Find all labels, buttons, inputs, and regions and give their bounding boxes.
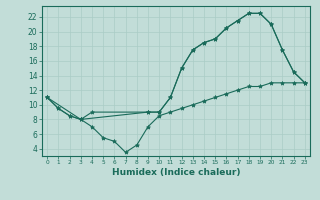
X-axis label: Humidex (Indice chaleur): Humidex (Indice chaleur) xyxy=(112,168,240,177)
